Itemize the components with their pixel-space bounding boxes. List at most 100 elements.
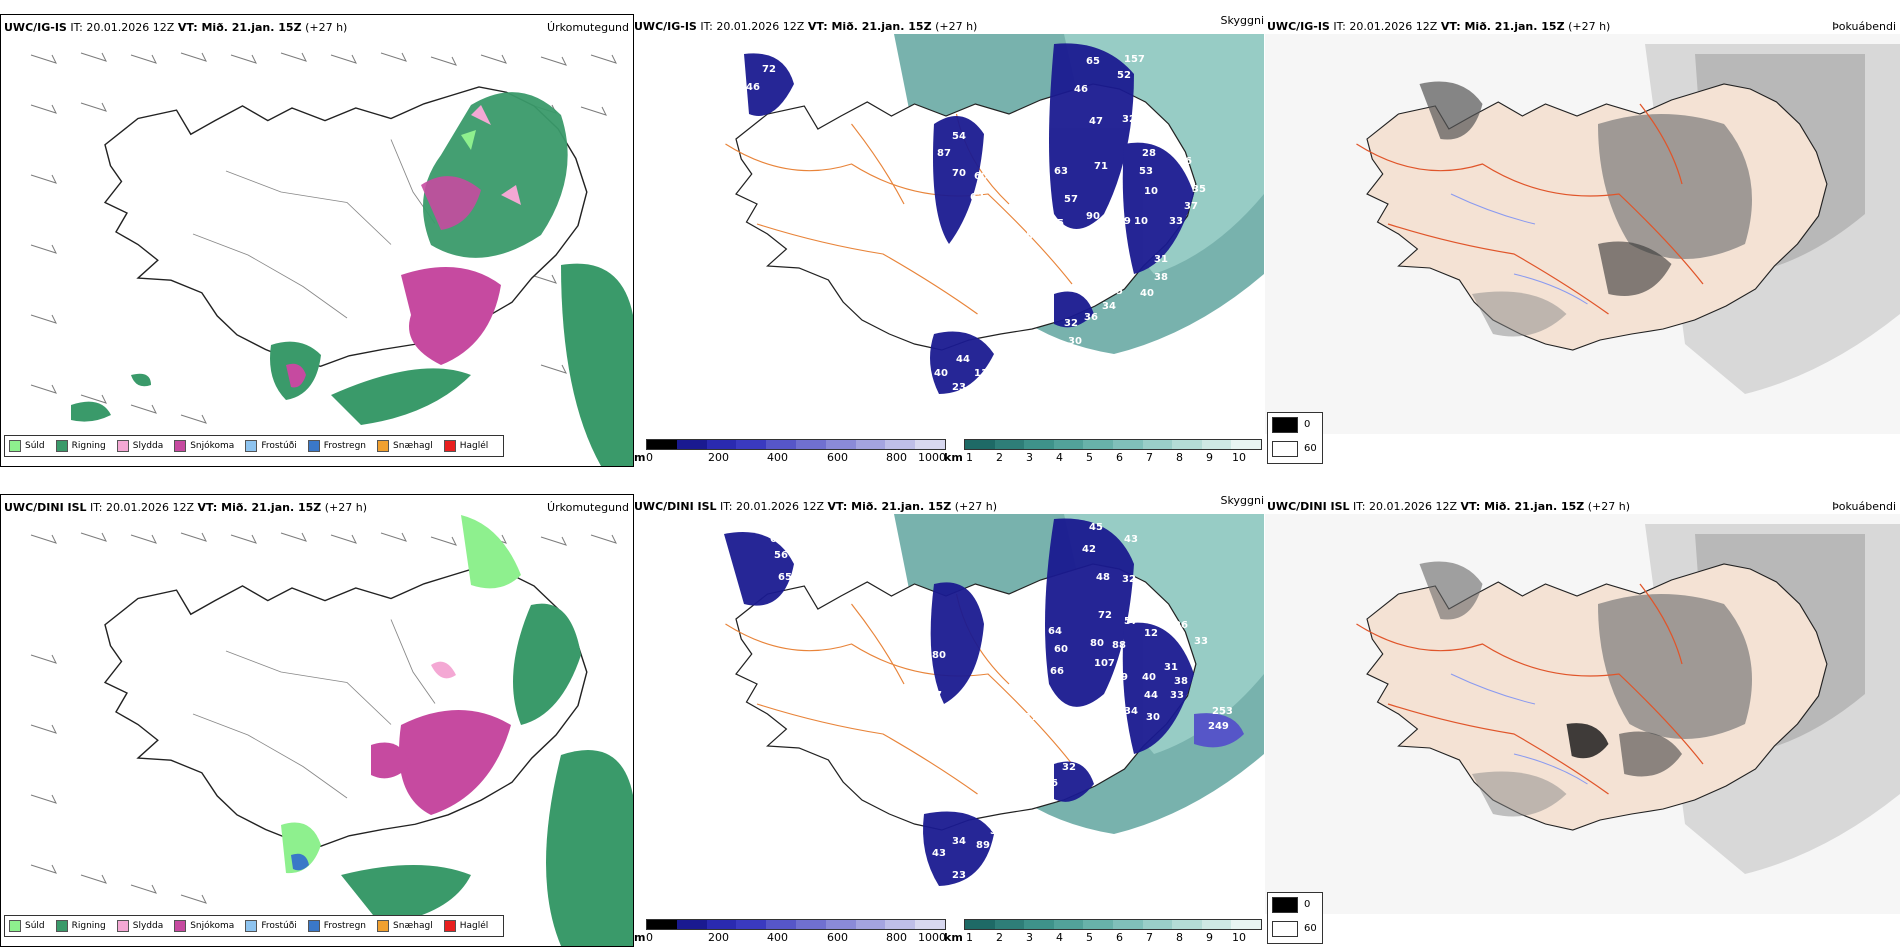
cloud-num: 72 [1098, 610, 1112, 621]
model-label: UWC/DINI ISL [1267, 500, 1350, 513]
cloud-num: 101 [984, 712, 1005, 723]
legend-label: Snjókoma [190, 441, 235, 451]
legend-label: Súld [25, 921, 45, 931]
legend-item-rigning: Rigning [55, 440, 106, 452]
cloud-num: 26 [1044, 778, 1058, 789]
legend-swatch [55, 920, 68, 932]
lead-label: (+27 h) [305, 21, 348, 34]
tick: 1 [966, 931, 973, 944]
cloud-num: 38 [1174, 676, 1188, 687]
vt-label: VT: Mið. 21.jan. 15Z [1440, 20, 1565, 33]
tick: 6 [1116, 931, 1123, 944]
cloud-num: 36 [1084, 312, 1098, 323]
cloud-num: 35 [1192, 184, 1206, 195]
model-label: UWC/IG-IS [634, 20, 697, 33]
fog-swatch-black [1272, 417, 1298, 433]
it-label: IT: 20.01.2026 12Z [1353, 500, 1458, 513]
legend-swatch [9, 920, 21, 932]
fog-legend-bottom: 0 60 [1267, 892, 1323, 944]
cloud-num: 249 [1208, 721, 1229, 732]
legend-label: Haglél [459, 921, 489, 931]
cloud-num: 40 [1140, 288, 1154, 299]
cloud-map-bottom: 45 74 68 56 65 42 43 48 32 129 28 72 57 … [724, 514, 1264, 886]
cloud-num: 28 [1140, 598, 1154, 609]
cloud-num: 114 [946, 248, 967, 259]
header-top-fog: UWC/IG-IS IT: 20.01.2026 12Z VT: Mið. 21… [1267, 20, 1610, 34]
legend-swatch [116, 440, 129, 452]
cloud-num: 38 [1154, 272, 1168, 283]
cloud-num: 47 [928, 690, 942, 701]
cloud-num: 33 [1170, 690, 1184, 701]
legend-item-haglel: Haglél [443, 440, 488, 452]
cloud-num: 30 [1146, 712, 1160, 723]
cloud-num: 35 [1109, 286, 1123, 297]
fog-map-top [1265, 34, 1900, 434]
cloud-num: 37 [1184, 201, 1198, 212]
cloud-num: 28 [1142, 148, 1156, 159]
cloud-num: 23 [952, 382, 966, 393]
ptype-panel-bottom: UWC/DINI ISL IT: 20.01.2026 12Z VT: Mið.… [0, 494, 634, 947]
cloud-num: 54 [952, 131, 966, 142]
legend-label: Snjókoma [190, 921, 235, 931]
tick: 600 [827, 931, 848, 944]
cloud-num: 46 [1074, 84, 1088, 95]
legend-label: Slydda [132, 921, 164, 931]
fog-title: Þokuábendi [1832, 20, 1896, 33]
cloud-num: 69 [1114, 672, 1128, 683]
cloud-num: 53 [1139, 166, 1153, 177]
tick: 1000 [918, 931, 946, 944]
tick: 7 [1146, 451, 1153, 464]
ptype-legend-top: Súld Rigning Slydda Snjókoma Frostúði Fr… [4, 435, 505, 457]
cloud-num: 33 [1169, 216, 1183, 227]
cloud-num: 34 [952, 836, 966, 847]
cloud-num: 168 [984, 268, 1005, 279]
fog-swatch-black [1272, 897, 1298, 913]
fog-label: 60 [1304, 923, 1317, 934]
cloud-numbers-top: 65 157 52 46 47 32 72 46 54 57 87 70 60 … [746, 54, 1206, 393]
cloud-num: 42 [984, 746, 998, 757]
cloud-num: 31 [1104, 728, 1118, 739]
tick: 3 [1026, 451, 1033, 464]
ptype-map-top [30, 52, 633, 466]
visibility-unit: km [944, 451, 963, 464]
lead-label: (+27 h) [324, 501, 368, 514]
cloud-num: 64 [1048, 626, 1062, 637]
tick: 1 [966, 451, 973, 464]
cloud-num: 60 [974, 171, 988, 182]
ptype-panel-top: UWC/IG-IS IT: 20.01.2026 12Z VT: Mið. 21… [0, 14, 634, 467]
fog-legend-top: 0 60 [1267, 412, 1323, 464]
cloud-num: 42 [1082, 544, 1096, 555]
colorbars-bottom: m 0 200 400 600 800 1000 km 1 2 3 4 5 6 … [634, 917, 1264, 945]
legend-label: Snæhagl [393, 441, 433, 451]
it-label: IT: 20.01.2026 12Z [90, 501, 195, 514]
fog-swatch-white [1272, 441, 1298, 457]
cloud-num: 34 [1102, 301, 1116, 312]
ptype-map-bottom [30, 515, 633, 946]
tick: 10 [1232, 931, 1246, 944]
tick: 200 [708, 451, 729, 464]
visibility-unit: km [944, 931, 963, 944]
cloud-num: 30 [1068, 336, 1082, 347]
cloud-num: 57 [972, 114, 986, 125]
legend-label: Rigning [71, 441, 106, 451]
cloud-num: 57 [1064, 194, 1078, 205]
cloud-num: 32 [1082, 748, 1096, 759]
cloud-num: 66 [1050, 666, 1064, 677]
tick: 800 [886, 931, 907, 944]
legend-item-haglel: Haglél [443, 920, 489, 932]
cloud-num: 43 [1124, 534, 1138, 545]
cloud-num: 31 [1164, 662, 1178, 673]
cloud-num: 58 [1026, 686, 1040, 697]
fog-map-bottom [1265, 514, 1900, 914]
cloud-num: 40 [1142, 672, 1156, 683]
legend-swatch [9, 440, 21, 452]
tick: 0 [646, 931, 653, 944]
header-bottom-cloud: UWC/DINI ISL IT: 20.01.2026 12Z VT: Mið.… [634, 500, 997, 514]
tick: 7 [1146, 931, 1153, 944]
legend-label: Frostúði [261, 441, 297, 451]
cloud-num: 33 [1194, 636, 1208, 647]
cloud-num: 43 [932, 848, 946, 859]
tick: 2 [996, 451, 1003, 464]
legend-swatch [443, 440, 456, 452]
cloud-title: Skyggni [1220, 14, 1264, 27]
